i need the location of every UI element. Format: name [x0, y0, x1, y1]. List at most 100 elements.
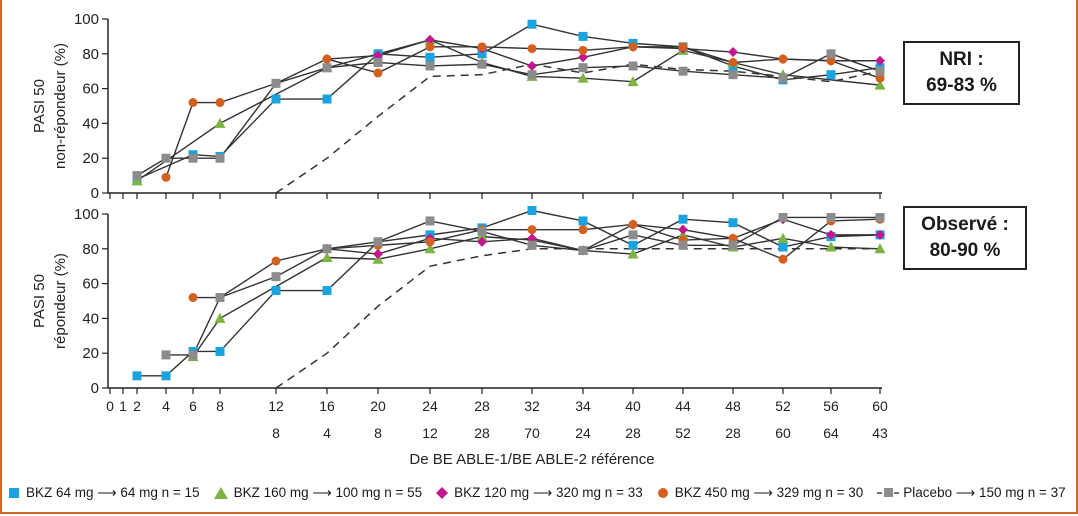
data-point-bkz160	[627, 76, 639, 87]
legend-item-bkz120: BKZ 120 mg ⟶ 320 mg n = 33	[436, 485, 643, 501]
n-label: 52	[675, 425, 691, 441]
x-tick-label: 16	[319, 398, 335, 414]
x-tick-label: 32	[524, 398, 540, 414]
y-tick-label: 60	[82, 81, 99, 98]
data-point-placebo	[628, 230, 638, 240]
x-tick-label: 56	[823, 398, 839, 414]
y-tick-label: 20	[82, 345, 99, 362]
data-point-bkz450	[578, 45, 588, 55]
series-line-bkz450	[165, 46, 881, 178]
data-point-bkz450	[728, 233, 738, 243]
legend-item-bkz64: BKZ 64 mg ⟶ 64 mg n = 15	[8, 485, 200, 501]
badge-observed-line1: Observé :	[921, 214, 1009, 235]
data-point-bkz120	[875, 229, 885, 240]
series-line-bkz64	[136, 23, 881, 180]
data-point-bkz450	[678, 42, 688, 52]
data-point-bkz64	[678, 214, 688, 224]
data-point-bkz160	[131, 175, 143, 186]
data-point-bkz450	[322, 54, 332, 64]
n-label: 4	[323, 425, 331, 441]
data-point-bkz64	[578, 31, 588, 41]
data-point-bkz450	[628, 219, 638, 229]
data-point-placebo	[271, 78, 281, 88]
data-point-bkz450	[373, 68, 383, 78]
data-point-placebo	[875, 66, 885, 76]
n-label: 70	[524, 425, 540, 441]
square-marker-icon	[9, 488, 19, 498]
series-line-placebo_dashed	[275, 63, 881, 194]
data-point-bkz160	[476, 231, 488, 242]
data-point-bkz120	[527, 60, 537, 71]
x-tick-label: 12	[268, 398, 284, 414]
data-point-bkz64	[578, 216, 588, 226]
series-line-bkz160	[192, 234, 881, 358]
data-point-placebo	[322, 63, 332, 73]
x-tick-label: 52	[775, 398, 791, 414]
data-point-placebo	[215, 153, 225, 163]
y-axis-label-line1: PASI 50	[31, 79, 48, 133]
data-point-placebo	[678, 240, 688, 250]
data-point-bkz450	[527, 44, 537, 54]
data-point-placebo	[778, 73, 788, 83]
data-point-placebo	[527, 70, 537, 80]
n-label: 8	[272, 425, 280, 441]
data-point-bkz160	[321, 252, 333, 262]
data-point-bkz64	[322, 286, 332, 296]
legend-label-bkz120: BKZ 120 mg ⟶ 320 mg n = 33	[454, 485, 643, 500]
data-point-bkz450	[728, 58, 738, 67]
data-point-bkz64	[728, 218, 738, 228]
series-line-bkz160	[136, 39, 881, 182]
data-point-placebo	[271, 272, 281, 282]
x-tick-label: 40	[625, 398, 641, 414]
y-tick-label: 0	[91, 380, 99, 397]
data-point-bkz64	[161, 371, 171, 381]
data-point-bkz160	[577, 72, 589, 83]
legend-label-bkz450: BKZ 450 mg ⟶ 329 mg n = 30	[674, 485, 864, 500]
data-point-bkz450	[188, 98, 198, 108]
series-line-bkz120	[326, 39, 880, 67]
legend-label-bkz160: BKZ 160 mg ⟶ 100 mg n = 55	[233, 485, 423, 500]
legend-label-bkz64: BKZ 64 mg ⟶ 64 mg n = 15	[26, 485, 200, 500]
data-point-placebo	[826, 49, 836, 59]
n-label: 64	[823, 425, 839, 441]
badge-nri: NRI : 69-83 %	[903, 41, 1020, 105]
x-tick-label: 1	[119, 398, 127, 414]
data-point-placebo	[728, 70, 738, 80]
series-line-bkz120	[326, 218, 880, 255]
badge-observed-line2: 80-90 %	[929, 240, 1001, 261]
data-point-bkz450	[826, 56, 836, 66]
n-label: 60	[775, 425, 791, 441]
x-tick-label: 0	[106, 398, 114, 414]
legend: BKZ 64 mg ⟶ 64 mg n = 15 BKZ 160 mg ⟶ 10…	[8, 481, 1073, 505]
data-point-placebo	[161, 153, 171, 163]
legend-label-placebo: Placebo ⟶ 150 mg n = 37	[903, 485, 1066, 500]
data-point-placebo	[425, 61, 435, 71]
data-point-bkz160	[874, 243, 886, 254]
data-point-bkz120	[425, 34, 435, 45]
data-point-bkz160	[627, 248, 639, 259]
dashed-square-marker-icon	[877, 488, 900, 497]
data-point-placebo	[728, 240, 738, 250]
n-label: 12	[422, 425, 438, 441]
data-point-bkz64	[826, 70, 836, 80]
x-tick-label: 60	[872, 398, 888, 414]
data-point-bkz160	[214, 117, 226, 128]
badge-nri-line1: NRI :	[939, 49, 984, 70]
data-point-bkz450	[425, 42, 435, 52]
data-point-placebo	[778, 212, 788, 222]
data-point-bkz450	[477, 42, 487, 52]
data-point-bkz64	[527, 206, 537, 216]
data-point-bkz64	[628, 240, 638, 250]
x-tick-label: 4	[162, 398, 170, 414]
data-point-bkz450	[188, 293, 198, 303]
n-label: 28	[474, 425, 490, 441]
data-point-bkz160	[874, 79, 886, 90]
data-point-bkz450	[161, 172, 171, 182]
data-point-placebo	[477, 226, 487, 236]
y-axis-label-line2: non-répondeur (%)	[52, 43, 69, 169]
data-point-placebo	[628, 61, 638, 71]
data-point-bkz64	[527, 19, 537, 29]
diamond-marker-icon	[436, 487, 449, 499]
y-tick-label: 0	[91, 185, 99, 202]
